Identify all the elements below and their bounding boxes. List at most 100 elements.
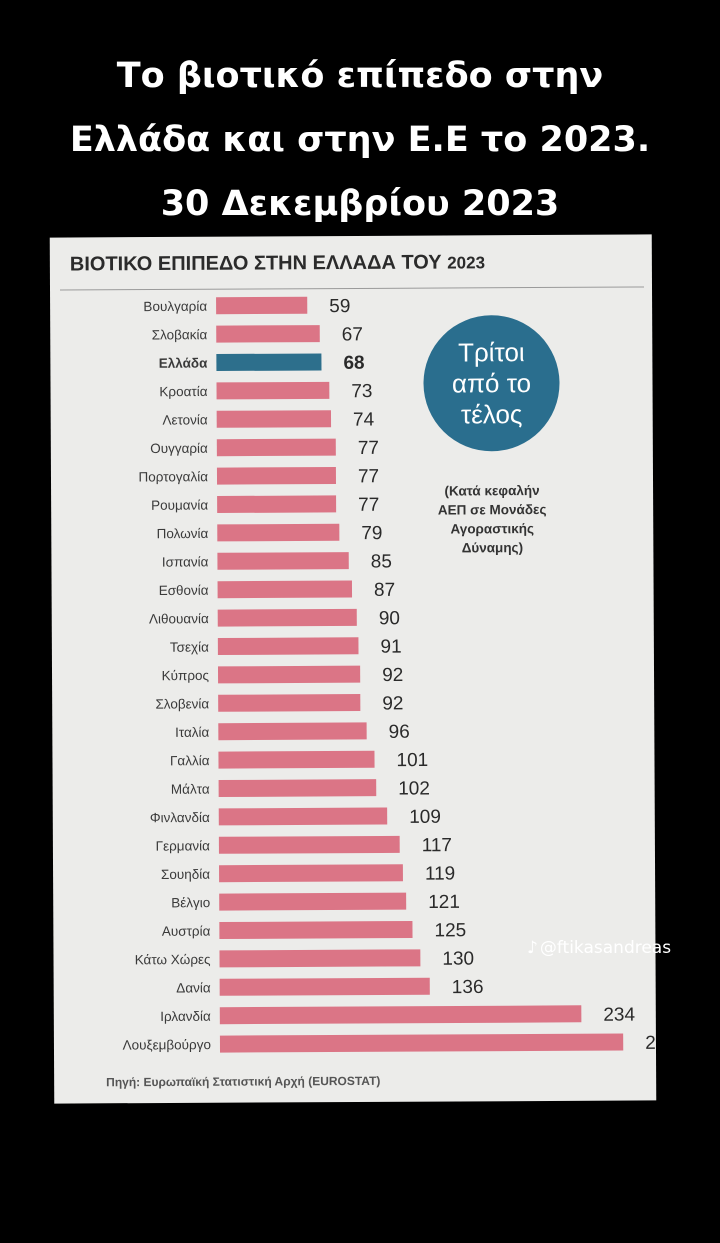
value-label: 130 xyxy=(442,949,474,970)
bar xyxy=(218,807,388,826)
bar xyxy=(217,523,340,542)
category-label: Γαλλία xyxy=(170,753,210,768)
value-label: 77 xyxy=(358,495,379,516)
source-note: Πηγή: Ευρωπαϊκή Στατιστική Αρχή (EUROSTA… xyxy=(106,1073,381,1090)
value-label: 136 xyxy=(452,977,484,998)
bar xyxy=(217,580,353,599)
category-label: Γερμανία xyxy=(156,838,211,853)
value-label: 261 xyxy=(645,1033,656,1054)
watermark-handle: @ftikasandreas xyxy=(539,938,672,958)
unit-note: (Κατά κεφαλήν ΑΕΠ σε Μονάδες Αγοραστικής… xyxy=(411,481,573,558)
value-label: 96 xyxy=(389,722,410,743)
unit-note-line-1: (Κατά κεφαλήν xyxy=(444,483,540,499)
category-label: Λουξεμβούργο xyxy=(123,1037,211,1052)
value-label: 91 xyxy=(380,637,401,658)
value-label: 79 xyxy=(361,523,382,544)
headline: Το βιοτικό επίπεδο στην Ελλάδα και στην … xyxy=(0,44,720,236)
callout-line-3: τέλος xyxy=(460,398,523,429)
bar xyxy=(216,296,308,315)
category-label: Βέλγιο xyxy=(171,895,210,910)
bar xyxy=(216,410,332,428)
value-label: 77 xyxy=(358,466,379,487)
category-label: Βουλγαρία xyxy=(143,299,207,314)
callout-line-1: Τρίτοι xyxy=(457,336,525,367)
category-label: Σουηδία xyxy=(161,867,210,882)
category-label: Πορτογαλία xyxy=(138,469,208,484)
watermark: ♪ @ftikasandreas xyxy=(527,938,671,958)
bar xyxy=(216,438,336,457)
bar xyxy=(216,466,336,485)
bar xyxy=(219,949,421,968)
category-label: Σλοβενία xyxy=(155,696,209,711)
headline-line-1: Το βιοτικό επίπεδο στην xyxy=(116,56,604,96)
category-label: Εσθονία xyxy=(159,583,209,598)
value-label: 119 xyxy=(425,863,455,884)
category-label: Λετονία xyxy=(162,412,208,427)
category-label: Ρουμανία xyxy=(151,498,208,513)
value-label: 74 xyxy=(353,409,375,430)
bar xyxy=(217,495,337,514)
category-label: Δανία xyxy=(176,980,211,995)
bar xyxy=(219,920,413,940)
headline-line-3: 30 Δεκεμβρίου 2023 xyxy=(160,184,560,224)
bar xyxy=(216,353,322,372)
value-label: 77 xyxy=(358,438,379,459)
value-label: 85 xyxy=(371,551,392,572)
bar xyxy=(216,381,330,400)
unit-note-line-3: Αγοραστικής xyxy=(450,521,535,537)
bar xyxy=(217,637,359,656)
tiktok-icon: ♪ xyxy=(527,938,538,958)
bar xyxy=(217,608,357,627)
category-label: Αυστρία xyxy=(162,924,211,939)
value-label: 87 xyxy=(374,580,395,601)
bar xyxy=(219,1033,624,1053)
callout-bubble: Τρίτοι από το τέλος xyxy=(423,314,560,452)
category-label: Ισπανία xyxy=(162,554,209,569)
headline-line-2: Ελλάδα και στην Ε.Ε το 2023. xyxy=(69,120,651,160)
chart-paper: ΒΙΟΤΙΚΟ ΕΠΙΠΕΔΟ ΣΤΗΝ ΕΛΛΑΔΑ ΤΟΥ 2023 Βου… xyxy=(49,234,657,1104)
bar xyxy=(218,835,400,854)
bar xyxy=(219,892,407,911)
bar xyxy=(218,779,377,798)
category-label: Κροατία xyxy=(159,384,207,399)
bar xyxy=(219,977,430,996)
category-label: Κύπρος xyxy=(162,668,210,683)
value-label: 92 xyxy=(382,693,403,714)
value-label: 101 xyxy=(396,750,428,771)
category-label: Τσεχία xyxy=(170,640,209,655)
category-label: Σλοβακία xyxy=(152,327,208,342)
bar xyxy=(218,722,367,741)
unit-note-line-4: Δύναμης) xyxy=(461,540,524,556)
value-label: 117 xyxy=(422,835,452,856)
value-label: 102 xyxy=(398,778,430,799)
callout-line-2: από το xyxy=(451,367,532,398)
bar xyxy=(219,864,403,883)
bar xyxy=(217,665,361,684)
bar xyxy=(218,750,375,769)
category-label: Ουγγαρία xyxy=(150,441,208,456)
value-label: 68 xyxy=(343,353,364,374)
category-label: Ελλάδα xyxy=(159,356,208,371)
category-label: Ιρλανδία xyxy=(160,1009,211,1024)
category-label: Ιταλία xyxy=(175,725,210,740)
bar xyxy=(219,1005,582,1025)
category-label: Λιθουανία xyxy=(149,611,209,626)
category-label: Φινλανδία xyxy=(150,810,210,825)
value-label: 73 xyxy=(351,381,372,402)
value-label: 90 xyxy=(379,608,400,629)
value-label: 109 xyxy=(409,807,441,828)
value-label: 125 xyxy=(434,920,466,941)
value-label: 92 xyxy=(382,665,403,686)
bar xyxy=(216,325,320,343)
category-label: Πολωνία xyxy=(157,526,209,541)
bar-chart: Βουλγαρία 59 Σλοβακία 67 Ελλάδα 68 Κροατία 73 Λε… xyxy=(123,296,657,1054)
category-label: Κάτω Χώρες xyxy=(135,952,211,967)
bar xyxy=(217,552,349,570)
unit-note-line-2: ΑΕΠ σε Μονάδες xyxy=(437,501,547,518)
value-label: 67 xyxy=(342,324,363,345)
value-label: 234 xyxy=(603,1005,635,1026)
value-label: 59 xyxy=(329,296,350,317)
category-label: Μάλτα xyxy=(171,782,210,797)
bar xyxy=(218,694,361,712)
value-label: 121 xyxy=(428,892,460,913)
